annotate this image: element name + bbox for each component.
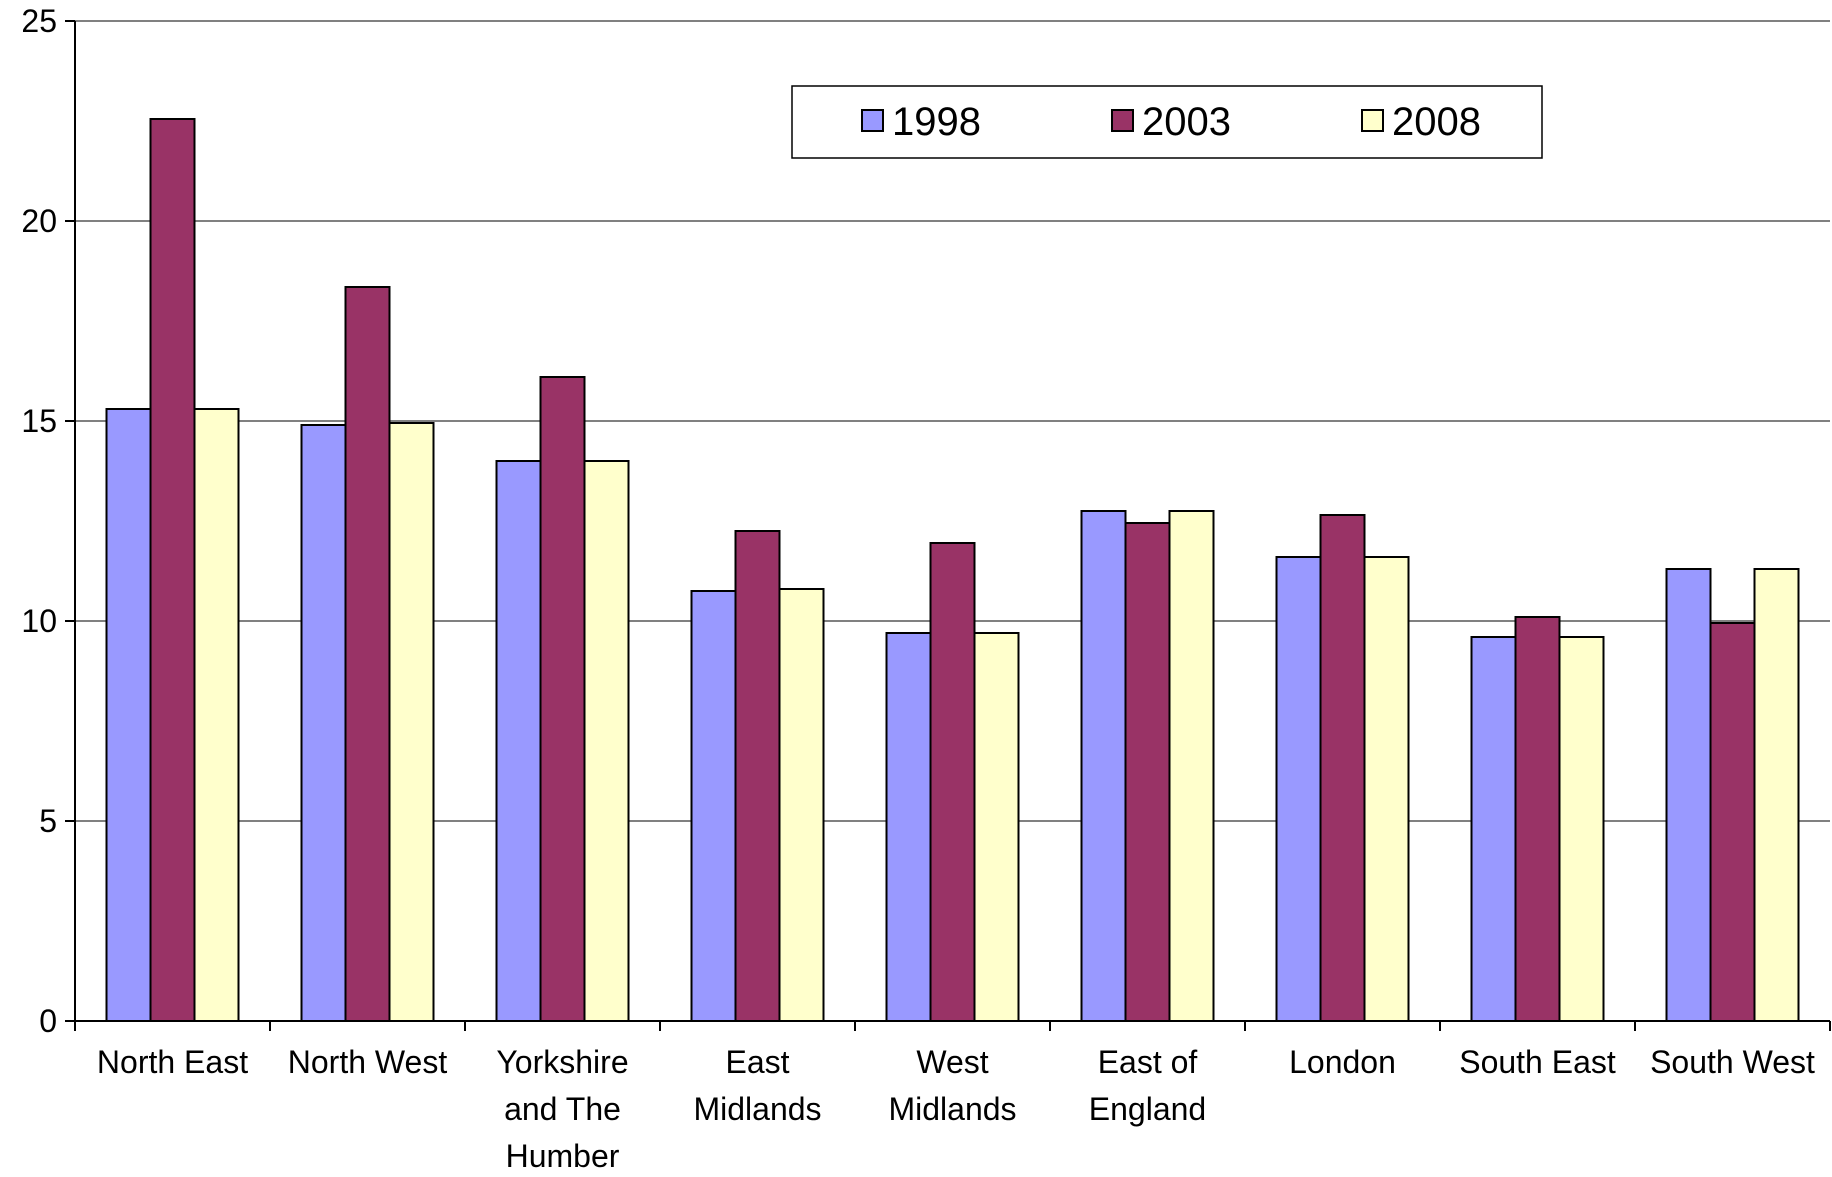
x-axis-ticks: North East North West Yorkshire and The Humb… (74, 1021, 1831, 1174)
bar-2003-5 (1124, 522, 1171, 1022)
x-tick-label-line: Humber (506, 1138, 620, 1174)
bar-1998-1 (300, 424, 347, 1022)
legend-swatch-1998 (861, 109, 884, 132)
y-tick-label: 0 (39, 1003, 57, 1039)
bar-2003-2 (539, 376, 586, 1022)
bar-1998-6 (1275, 556, 1322, 1022)
legend-label-2003: 2003 (1142, 100, 1231, 144)
bar-1998-8 (1665, 568, 1712, 1022)
x-tick-label: London (1289, 1044, 1396, 1080)
bar-1998-7 (1470, 636, 1517, 1022)
bar-2003-7 (1514, 616, 1561, 1022)
x-tick-label-line: London (1289, 1044, 1396, 1080)
x-tick-label: Yorkshire and The Humber (496, 1044, 628, 1174)
bar-2003-6 (1319, 514, 1366, 1022)
bar-2008-0 (193, 408, 240, 1022)
bar-2003-0 (149, 118, 196, 1022)
x-tick-label: North East (97, 1044, 248, 1080)
legend: 1998 2003 2008 (791, 85, 1543, 159)
x-tick-label: East of England (1089, 1044, 1206, 1127)
bar-2003-8 (1709, 622, 1756, 1022)
x-tick-label-line: West (916, 1044, 988, 1080)
y-tick-label: 10 (21, 603, 57, 639)
bar-2008-3 (778, 588, 825, 1022)
x-tick-label-line: Midlands (693, 1091, 821, 1127)
x-tick-label-line: England (1089, 1091, 1206, 1127)
x-tick-label-line: North West (288, 1044, 448, 1080)
y-tick-label: 5 (39, 803, 57, 839)
bar-2008-5 (1168, 510, 1215, 1022)
x-tick-label: South West (1650, 1044, 1815, 1080)
bar-2008-2 (583, 460, 630, 1022)
bar-2003-1 (344, 286, 391, 1022)
bar-2008-6 (1363, 556, 1410, 1022)
legend-label-2008: 2008 (1392, 100, 1481, 144)
legend-box (791, 85, 1543, 159)
bar-2008-8 (1753, 568, 1800, 1022)
x-tick-label-line: and The (504, 1091, 621, 1127)
bar-2008-7 (1558, 636, 1605, 1022)
x-tick-label-line: North East (97, 1044, 248, 1080)
legend-swatch-2008 (1361, 109, 1384, 132)
bar-2003-3 (734, 530, 781, 1022)
bar-2003-4 (929, 542, 976, 1022)
x-tick-label: North West (288, 1044, 448, 1080)
bar-2008-4 (973, 632, 1020, 1022)
x-tick-label-line: East of (1098, 1044, 1198, 1080)
bar-1998-0 (105, 408, 152, 1022)
y-tick-label: 15 (21, 403, 57, 439)
axes (74, 21, 1830, 1022)
bar-1998-3 (690, 590, 737, 1022)
x-tick-label-line: Yorkshire (496, 1044, 628, 1080)
bar-1998-4 (885, 632, 932, 1022)
x-tick-label-line: South East (1459, 1044, 1616, 1080)
x-tick-label: West Midlands (888, 1044, 1016, 1127)
legend-label-1998: 1998 (892, 100, 981, 144)
bar-2008-1 (388, 422, 435, 1022)
y-tick-label: 20 (21, 203, 57, 239)
x-tick-label-line: East (725, 1044, 789, 1080)
x-tick-label: East Midlands (693, 1044, 821, 1127)
y-axis-ticks: 0 5 10 15 20 25 (21, 3, 75, 1039)
bars (105, 118, 1800, 1022)
bar-1998-2 (495, 460, 542, 1022)
y-tick-label: 25 (21, 3, 57, 39)
x-tick-label-line: Midlands (888, 1091, 1016, 1127)
x-tick-label-line: South West (1650, 1044, 1815, 1080)
x-tick-label: South East (1459, 1044, 1616, 1080)
legend-swatch-2003 (1111, 109, 1134, 132)
bar-1998-5 (1080, 510, 1127, 1022)
